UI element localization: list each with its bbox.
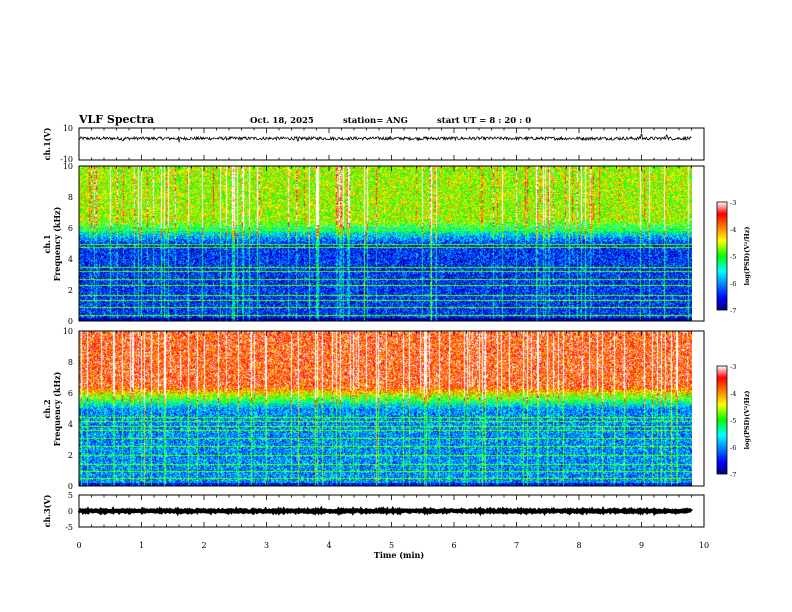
ch1-cbar-tick-m4: -4 [730,226,736,234]
xtick-3: 3 [264,541,269,550]
xtick-2: 2 [201,541,206,550]
xtick-5: 5 [389,541,394,550]
ch3-ytick-5: 5 [68,491,73,500]
ch1-ytick-top: 10 [63,124,73,133]
ch1-cbar-tick-m3: -3 [730,199,736,207]
ch1-ytick-bottom: -10 [60,155,73,164]
xtick-8: 8 [576,541,581,550]
ch1-ytick-0: 0 [68,317,73,326]
ch3-ytick-0: 0 [68,507,73,516]
ch3-ytick-m5: -5 [65,523,73,532]
xtick-10: 10 [699,541,709,550]
ch2-spectrogram-ylabel: ch.2 [42,399,52,418]
ch1-ytick-8: 8 [68,193,73,202]
ch2-ytick-10: 10 [63,327,73,336]
ch2-spectrogram-image [79,331,692,486]
xtick-4: 4 [326,541,331,550]
ch2-ytick-8: 8 [68,358,73,367]
ch2-ytick-6: 6 [68,389,73,398]
ch1-ytick-4: 4 [68,255,73,264]
figure-title: VLF Spectra [78,113,154,126]
header-station: station= ANG [343,116,408,126]
time-axis-ticks [78,128,705,527]
ch1-ytick-6: 6 [68,224,73,233]
ch2-cbar-tick-m4: -4 [730,390,736,398]
xtick-1: 1 [139,541,144,550]
time-axis-label: Time (min) [374,550,424,560]
ch2-cbar-tick-m3: -3 [730,363,736,371]
ch1-spectrogram-yticks: 0 2 4 6 8 10 [63,162,73,326]
header-start-time: start UT = 8 : 20 : 0 [437,116,531,126]
xtick-7: 7 [514,541,519,550]
ch3-voltage-trace [77,505,693,517]
ch1-spectrogram-image [79,166,692,321]
ch1-colorbar-label: log(PSD)(V²/Hz) [743,227,751,286]
ch2-cbar-tick-m6: -6 [730,444,736,452]
header-date: Oct. 18, 2025 [250,116,314,126]
ch2-ytick-4: 4 [68,420,73,429]
ch1-ytick-10: 10 [63,162,73,171]
ch2-colorbar [716,365,728,475]
ch1-frequency-ylabel: Frequency (kHz) [52,206,62,281]
xtick-6: 6 [451,541,456,550]
ch3-voltage-ylabel: ch.3(V) [42,494,52,527]
ch2-ytick-2: 2 [68,451,73,460]
ch1-cbar-tick-m5: -5 [730,253,736,261]
ch2-colorbar-label: log(PSD)(V²/Hz) [743,391,751,450]
ch1-voltage-trace [78,133,692,143]
ch2-spectrogram-panel: 0 2 4 6 8 10 ch.2 Frequency (kHz) -3 -4 … [42,327,751,491]
ch2-spectrogram-yticks: 0 2 4 6 8 10 [63,327,73,491]
xtick-0: 0 [76,541,81,550]
ch1-ytick-2: 2 [68,286,73,295]
ch2-cbar-tick-m7: -7 [730,471,736,479]
ch1-cbar-tick-m7: -7 [730,307,736,315]
ch2-cbar-tick-m5: -5 [730,417,736,425]
ch1-spectrogram-ylabel: ch.1 [42,234,52,253]
time-axis-labels: 0 1 2 3 4 5 6 7 8 9 10 Time (min) [76,541,709,560]
ch2-ytick-0: 0 [68,482,73,491]
ch1-spectrogram-panel: 0 2 4 6 8 10 ch.1 Frequency (kHz) -3 -4 … [42,162,751,326]
xtick-9: 9 [639,541,644,550]
ch1-cbar-tick-m6: -6 [730,280,736,288]
ch1-voltage-ylabel: ch.1(V) [42,127,52,160]
ch1-colorbar [716,201,728,311]
ch2-frequency-ylabel: Frequency (kHz) [52,371,62,446]
